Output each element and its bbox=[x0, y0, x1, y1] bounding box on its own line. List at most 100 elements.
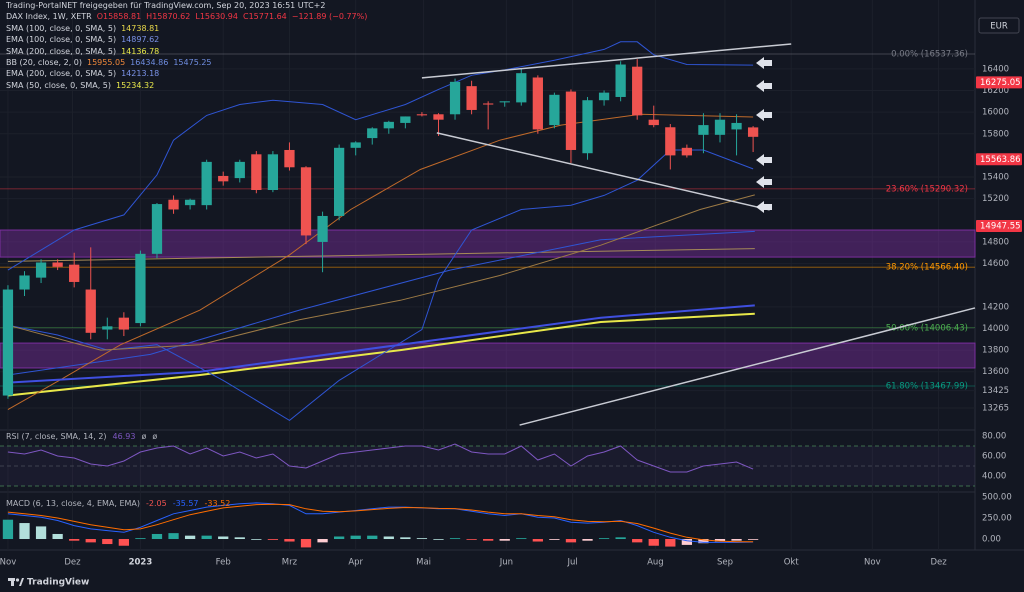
candle-body bbox=[135, 253, 146, 324]
candle-body bbox=[632, 66, 643, 116]
macd-histogram-bar bbox=[747, 539, 759, 540]
zone bbox=[0, 342, 976, 369]
macd-histogram-bar bbox=[449, 538, 461, 540]
indicator-value: 16434.86 bbox=[130, 58, 169, 68]
candle-body bbox=[681, 147, 693, 156]
candle-body bbox=[168, 199, 179, 210]
x-tick-label: Jul bbox=[566, 558, 577, 568]
signal-line bbox=[7, 503, 754, 543]
fib-label: 0.00% (16537.36) bbox=[891, 49, 968, 59]
candle-body bbox=[102, 326, 113, 330]
candle-body bbox=[416, 114, 428, 116]
fib-label: 38.20% (14566.40) bbox=[886, 263, 968, 273]
macd-histogram-bar bbox=[615, 537, 626, 540]
indicator-line bbox=[7, 304, 755, 384]
candle-body bbox=[714, 119, 726, 135]
macd-histogram-bar bbox=[400, 537, 411, 540]
layers: Nov Dez 2023 Feb Mrz Apr Mai Jun Jul Aug Sep Okt Nov… bbox=[0, 17, 1022, 568]
indicator-name: EMA (200, close, 0, SMA, 5) bbox=[6, 69, 117, 79]
rsi-value: 46.93 bbox=[112, 432, 136, 441]
candle-body bbox=[218, 175, 229, 182]
trend-line bbox=[436, 132, 770, 211]
macd-tick-label: 500.00 bbox=[982, 493, 1012, 503]
macd-histogram-bar bbox=[201, 535, 212, 540]
macd-histogram-bar bbox=[731, 539, 742, 541]
macd-histogram-bar bbox=[85, 539, 96, 543]
indicator-name: SMA (100, close, 0, SMA, 5) bbox=[6, 23, 117, 33]
candle-body bbox=[598, 92, 610, 101]
candle-body bbox=[400, 116, 411, 123]
x-tick-label: Dez bbox=[64, 558, 81, 568]
y-tick-label: 16000 bbox=[982, 108, 1009, 118]
indicator-line bbox=[7, 312, 755, 397]
candle-body bbox=[284, 149, 295, 168]
price-label: 16275.05 bbox=[980, 78, 1021, 88]
candle-body bbox=[317, 215, 328, 242]
brand: TradingView bbox=[27, 578, 89, 588]
ohlc-value: H15870.62 bbox=[146, 12, 191, 22]
rsi-line bbox=[7, 443, 754, 473]
y-tick-label: 13800 bbox=[982, 346, 1009, 356]
trend-line bbox=[421, 43, 792, 79]
macd-histogram-bar bbox=[350, 535, 361, 540]
indicator-line bbox=[7, 248, 755, 262]
candle-body bbox=[698, 125, 709, 135]
legend-row: EMA (100, close, 0, SMA, 5) 14897.62 bbox=[6, 34, 367, 45]
arrows bbox=[756, 57, 772, 213]
macd-histogram-bar bbox=[69, 539, 80, 541]
y-tick-label: 14600 bbox=[982, 259, 1009, 269]
logo-part bbox=[15, 578, 20, 582]
macd-histogram-bar bbox=[416, 538, 428, 540]
indicator-value: 15234.32 bbox=[116, 80, 155, 90]
y-tick-label: 15400 bbox=[982, 173, 1009, 183]
x-tick-label: Mai bbox=[416, 558, 431, 568]
x-tick-label: Nov bbox=[864, 558, 881, 568]
y-tick-label: 15800 bbox=[982, 129, 1009, 139]
macd-histogram-bar bbox=[135, 538, 146, 540]
candle-body bbox=[333, 147, 345, 216]
macd-histogram-bar bbox=[598, 538, 610, 540]
macd-histogram-bar bbox=[632, 539, 643, 543]
macd-value: -35.57 bbox=[172, 499, 199, 508]
candle-body bbox=[483, 103, 494, 105]
macd-histogram-bar bbox=[2, 519, 14, 540]
indicator-value: 15955.05 bbox=[86, 58, 126, 68]
logo-part bbox=[19, 578, 24, 586]
indicator-name: BB (20, close, 2, 0) bbox=[6, 58, 82, 68]
currency-box bbox=[978, 17, 1020, 34]
macd-histogram-bar bbox=[549, 539, 560, 540]
x-tick-label: Okt bbox=[784, 558, 800, 568]
symbol: DAX Index, 1W, XETR bbox=[6, 12, 92, 22]
macd-histogram-bar bbox=[698, 539, 709, 544]
x-tick-label: Sep bbox=[717, 558, 733, 568]
y-tick-label: 14800 bbox=[982, 237, 1009, 247]
indicator-name: EMA (100, close, 0, SMA, 5) bbox=[6, 35, 117, 45]
y-tick-label: 13425 bbox=[982, 386, 1009, 396]
brand-logo bbox=[8, 578, 24, 586]
x-tick-label: Mrz bbox=[282, 558, 298, 568]
candle-body bbox=[516, 73, 527, 103]
arrow bbox=[756, 201, 772, 213]
candle-body bbox=[267, 154, 279, 191]
candle-body bbox=[532, 77, 543, 130]
indicator-value: 14897.62 bbox=[121, 35, 160, 45]
macd-histogram-bar bbox=[19, 523, 30, 540]
candle-body bbox=[466, 86, 477, 110]
macd-histogram-bar bbox=[184, 535, 196, 540]
indicator-line bbox=[7, 41, 754, 271]
candle-body bbox=[499, 101, 510, 103]
macd-histogram-bar bbox=[35, 526, 47, 540]
y-tick-label: 13265 bbox=[982, 403, 1009, 413]
macd-histogram-bar bbox=[317, 539, 328, 543]
macd-histogram-bar bbox=[151, 533, 163, 540]
candle-body bbox=[549, 94, 560, 126]
macd-histogram-bar bbox=[532, 539, 543, 542]
rsi-tick-label: 80.00 bbox=[982, 432, 1006, 442]
x-tick-label: Dez bbox=[930, 558, 947, 568]
macd-histogram-bar bbox=[466, 539, 477, 540]
macd-legend: MACD (6, 13, close, 4, EMA, EMA) -2.05 -35… bbox=[6, 499, 230, 508]
candle-body bbox=[184, 199, 196, 206]
legend-row: SMA (200, close, 0, SMA, 5) 14136.78 bbox=[6, 46, 367, 57]
indicator-value: 14738.81 bbox=[121, 23, 160, 33]
